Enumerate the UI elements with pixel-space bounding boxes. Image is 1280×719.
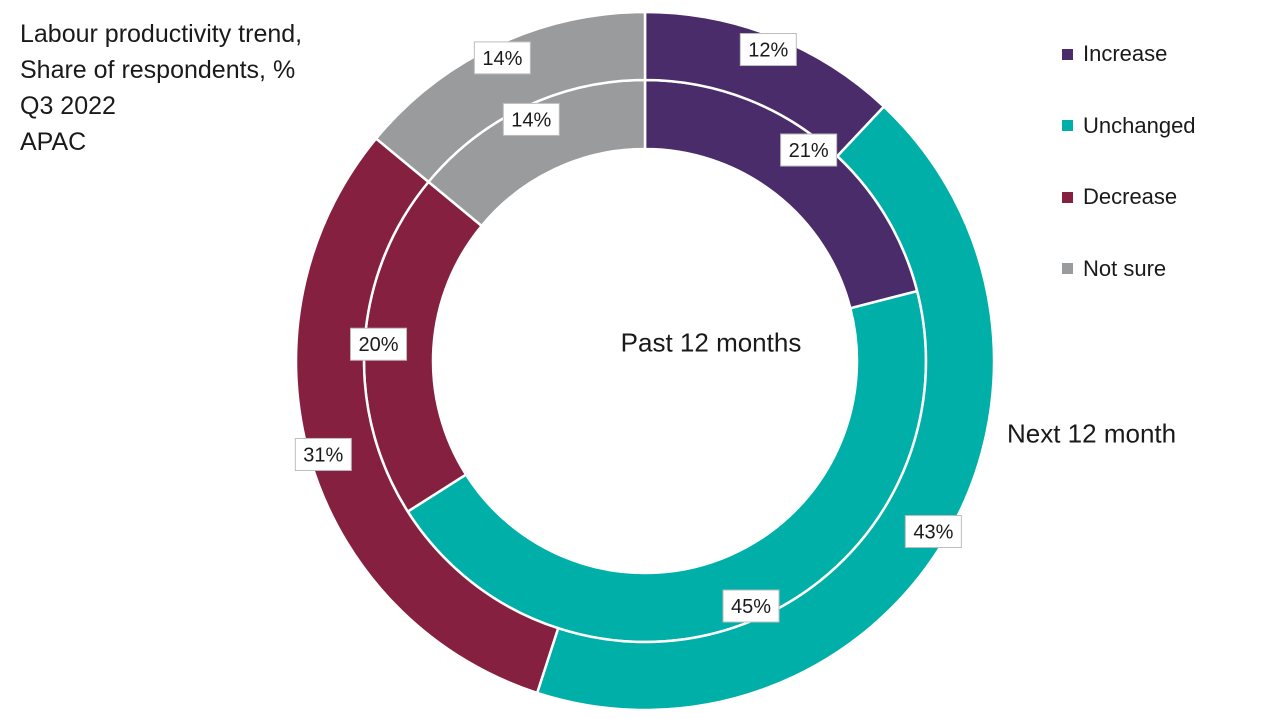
legend-swatch-decrease — [1062, 191, 1073, 203]
legend-item-decrease: Decrease — [1062, 179, 1196, 215]
outer-slice-unchanged — [535, 104, 996, 712]
inner-data-label-box-decrease — [350, 327, 408, 361]
inner-data-label-decrease: 20% — [350, 327, 408, 361]
outer-data-label-unchanged: 43% — [904, 515, 962, 549]
slices-layer — [294, 10, 996, 712]
inner-data-label-text-increase: 21% — [789, 140, 829, 162]
chart-title-line-2: Share of respondents, % — [20, 56, 296, 84]
legend-item-increase: Increase — [1062, 36, 1196, 72]
outer-data-label-text-decrease: 31% — [303, 444, 343, 466]
legend-label-increase: Increase — [1083, 41, 1168, 66]
outer-data-label-increase: 12% — [739, 33, 797, 67]
inner-data-label-box-increase — [780, 133, 838, 167]
inner-data-label-text-decrease: 20% — [359, 334, 399, 356]
legend-item-not-sure: Not sure — [1062, 251, 1196, 287]
legend-label-not-sure: Not sure — [1083, 255, 1167, 281]
legend-item-unchanged: Unchanged — [1062, 108, 1196, 144]
legend-label-unchanged: Unchanged — [1083, 112, 1196, 138]
outer-data-label-not-sure: 14% — [473, 41, 531, 75]
legend: Increase Unchanged Decrease Not sure — [1062, 36, 1196, 322]
legend-swatch-increase — [1062, 48, 1073, 60]
outer-data-label-text-unchanged: 43% — [913, 522, 953, 544]
outer-data-label-decrease: 31% — [294, 437, 352, 471]
inner-data-label-not-sure: 14% — [502, 102, 560, 136]
inner-data-label-text-not-sure: 14% — [511, 109, 551, 131]
outer-data-label-text-not-sure: 14% — [482, 48, 522, 70]
legend-swatch-not-sure — [1062, 263, 1073, 274]
chart-title-line-3: Q3 2022 — [20, 92, 116, 120]
inner-data-label-box-unchanged — [722, 589, 780, 623]
legend-label-decrease: Decrease — [1083, 184, 1178, 209]
legend-swatch-unchanged — [1062, 120, 1073, 131]
outer-data-label-box-decrease — [294, 437, 352, 471]
chart-title: Labour productivity trend, Share of resp… — [20, 16, 302, 160]
inner-data-label-box-not-sure — [502, 102, 560, 136]
outer-data-label-box-not-sure — [473, 41, 531, 75]
chart-title-line-1: Labour productivity trend, — [20, 20, 303, 48]
inner-data-label-text-unchanged: 45% — [731, 596, 771, 618]
outer-data-label-text-increase: 12% — [748, 40, 788, 62]
outer-data-label-box-increase — [739, 33, 797, 67]
outer-data-label-box-unchanged — [904, 515, 962, 549]
inner-ring-series-label: Past 12 months — [620, 327, 802, 358]
data-labels-layer: 21% 45% 20% 14% 12% 43% 31% 14% — [294, 33, 962, 623]
outer-ring-series-label: Next 12 month — [1007, 418, 1177, 449]
inner-data-label-increase: 21% — [780, 133, 838, 167]
inner-data-label-unchanged: 45% — [722, 589, 780, 623]
chart-title-line-4: APAC — [20, 128, 87, 156]
outer-slice-not-sure — [374, 10, 647, 184]
